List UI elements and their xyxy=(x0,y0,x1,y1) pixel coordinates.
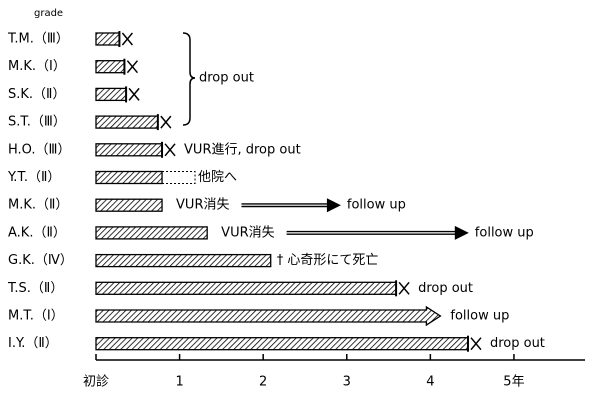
x-tick-label: 初診 xyxy=(83,374,109,390)
arrow-label: follow up xyxy=(475,225,534,240)
arrow-head xyxy=(454,225,469,240)
drop-out-mark xyxy=(128,87,140,101)
row-label: M.T.（Ⅰ） xyxy=(8,309,64,324)
x-tick-label: 5年 xyxy=(503,375,524,390)
row-label: M.K.（Ⅱ） xyxy=(8,198,68,213)
bar xyxy=(95,115,159,129)
brace-label: drop out xyxy=(199,71,254,86)
drop-out-mark xyxy=(121,32,133,46)
row-label: I.Y.（Ⅱ） xyxy=(8,336,58,351)
x-tick-label: 3 xyxy=(343,375,351,390)
note: drop out xyxy=(490,336,545,351)
bar xyxy=(95,60,126,74)
row-label: T.M.（Ⅲ） xyxy=(7,32,69,47)
note: † 心奇形にて死亡 xyxy=(277,252,379,268)
note: VUR消失 xyxy=(221,225,274,240)
bar xyxy=(95,143,163,157)
y-axis-label: grade xyxy=(34,8,63,19)
bar xyxy=(95,253,272,268)
transfer-box xyxy=(161,171,196,184)
row-label: M.K.（Ⅰ） xyxy=(8,59,66,74)
row-label: G.K.（Ⅳ） xyxy=(8,253,73,268)
bar xyxy=(95,337,469,351)
x-tick-label: 2 xyxy=(259,375,267,390)
row-label: T.S.（Ⅱ） xyxy=(7,281,63,296)
bar xyxy=(95,32,121,46)
brace xyxy=(182,32,196,126)
row-label: S.T.（Ⅲ） xyxy=(8,115,66,130)
arrow-label: follow up xyxy=(347,198,406,213)
row-label: H.O.（Ⅲ） xyxy=(8,142,70,157)
drop-out-mark xyxy=(398,281,410,295)
x-tick-label: 1 xyxy=(175,375,183,390)
row-label: Y.T.（Ⅱ） xyxy=(7,170,60,185)
bar xyxy=(95,281,397,295)
drop-out-mark xyxy=(126,60,138,74)
note: 他院へ xyxy=(198,170,237,185)
x-tick-label: 4 xyxy=(426,375,434,390)
drop-out-mark xyxy=(470,337,482,351)
bar xyxy=(95,87,127,102)
note: follow up xyxy=(450,309,509,324)
bar xyxy=(95,226,208,240)
bar xyxy=(95,198,163,212)
bar xyxy=(95,170,163,185)
row-label: S.K.（Ⅱ） xyxy=(8,87,65,102)
drop-out-mark xyxy=(160,115,172,129)
note: VUR進行, drop out xyxy=(184,142,301,157)
drop-out-mark xyxy=(164,143,176,157)
bar xyxy=(95,305,442,327)
note: drop out xyxy=(418,281,473,296)
arrow-head xyxy=(326,198,341,213)
row-label: A.K.（Ⅱ） xyxy=(8,225,66,240)
note: VUR消失 xyxy=(176,198,229,213)
